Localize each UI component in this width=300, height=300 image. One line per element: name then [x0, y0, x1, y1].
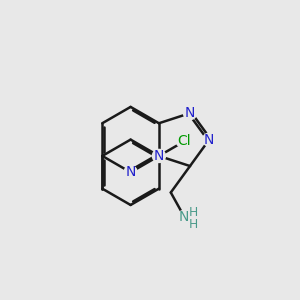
Text: N: N	[179, 210, 190, 224]
Ellipse shape	[124, 166, 137, 179]
Text: H: H	[189, 206, 198, 219]
Text: N: N	[185, 106, 195, 120]
Ellipse shape	[184, 106, 196, 120]
Ellipse shape	[152, 149, 166, 163]
Ellipse shape	[178, 210, 191, 223]
Ellipse shape	[203, 133, 216, 146]
Text: H: H	[189, 218, 198, 231]
Text: N: N	[154, 149, 164, 163]
Ellipse shape	[176, 135, 193, 148]
Text: N: N	[204, 133, 214, 147]
Text: Cl: Cl	[178, 134, 191, 148]
Text: N: N	[125, 165, 136, 179]
